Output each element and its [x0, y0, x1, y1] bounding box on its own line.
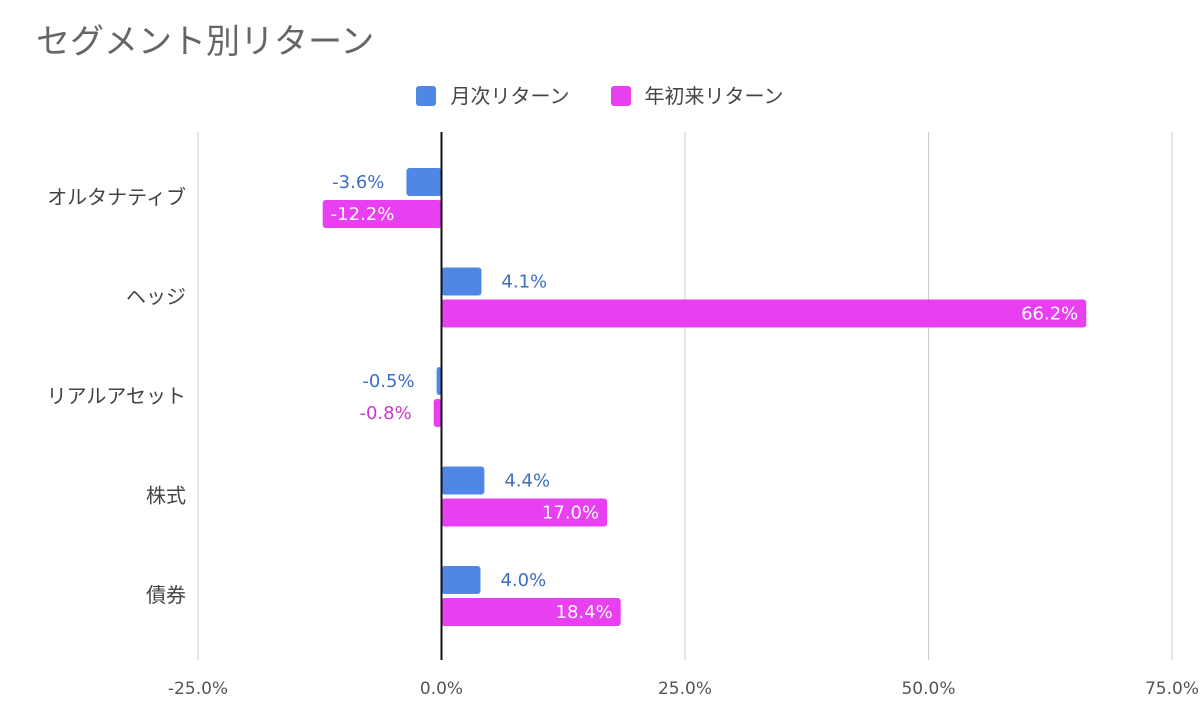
x-tick-label: 0.0%	[420, 679, 463, 699]
bar-ytd	[322, 200, 442, 228]
bar-ytd	[441, 598, 621, 626]
category-label: 株式	[146, 484, 186, 508]
bar-ytd	[441, 299, 1087, 328]
bar-ytd	[433, 399, 442, 427]
data-label: 66.2%	[1021, 304, 1078, 325]
data-label: 4.1%	[501, 272, 547, 293]
data-label: 4.4%	[504, 471, 550, 492]
legend-swatch-ytd	[610, 86, 631, 106]
legend-item-ytd: 年初来リターン	[610, 80, 784, 109]
x-tick-label: 50.0%	[901, 679, 955, 699]
data-label: -3.6%	[332, 172, 384, 193]
data-label: -0.8%	[359, 403, 411, 424]
data-label: -0.5%	[362, 371, 414, 392]
x-tick-label: -25.0%	[168, 679, 228, 699]
chart-title: セグメント別リターン	[36, 22, 375, 62]
category-label: ヘッジ	[126, 285, 186, 309]
category-label: 債券	[146, 583, 186, 607]
bar-monthly	[441, 267, 482, 296]
data-label: -12.2%	[331, 204, 395, 225]
bar-monthly	[441, 466, 485, 495]
category-label: オルタナティブ	[47, 185, 186, 209]
data-label: 4.0%	[500, 570, 546, 591]
data-label: 18.4%	[556, 602, 613, 623]
x-tick-label: 25.0%	[658, 679, 712, 699]
bar-monthly	[436, 367, 442, 395]
legend-label-ytd: 年初来リターン	[644, 84, 784, 108]
legend-label-monthly: 月次リターン	[450, 84, 570, 108]
legend-swatch-monthly	[416, 86, 437, 106]
category-label: リアルアセット	[47, 384, 186, 408]
bar-monthly	[441, 566, 481, 594]
data-label: 17.0%	[542, 503, 599, 524]
bar-monthly	[406, 168, 442, 196]
legend-item-monthly: 月次リターン	[416, 80, 569, 109]
x-tick-label: 75.0%	[1145, 679, 1199, 699]
chart-legend: 月次リターン 年初来リターン	[0, 80, 1200, 109]
bar-ytd	[441, 498, 608, 527]
